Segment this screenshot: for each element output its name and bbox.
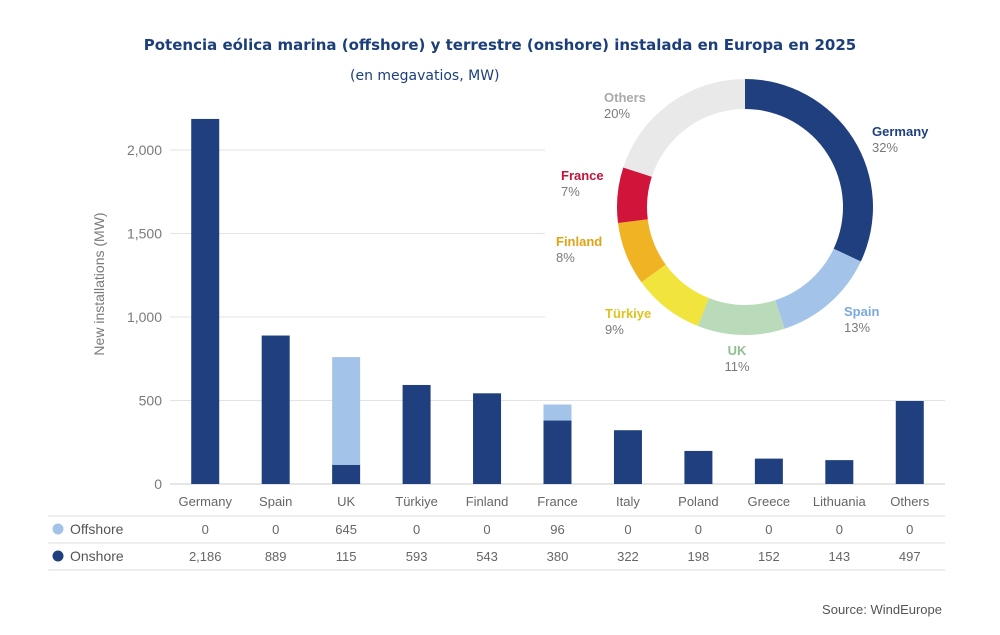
bar-onshore-germany: [191, 118, 220, 485]
legend-swatch-offshore: [52, 523, 64, 535]
x-tick-label: Finland: [466, 494, 509, 509]
bar-onshore-poland: [684, 450, 713, 484]
chart-title: Potencia eólica marina (offshore) y terr…: [143, 36, 857, 54]
table-cell-onshore: 115: [336, 549, 357, 564]
donut-label-türkiye: Türkiye: [605, 306, 651, 321]
bar-onshore-italy: [613, 430, 642, 484]
chart-subtitle: (en megavatios, MW): [350, 68, 500, 84]
table-cell-offshore: 0: [624, 522, 631, 537]
bar-onshore-france: [543, 420, 572, 484]
x-tick-label: Greece: [748, 494, 791, 509]
legend-swatch-onshore: [52, 550, 64, 562]
y-tick-label: 500: [139, 393, 163, 409]
bar-onshore-uk: [332, 464, 361, 484]
legend-label-onshore: Onshore: [70, 548, 124, 564]
table-cell-offshore: 0: [836, 522, 843, 537]
table-cell-onshore: 543: [476, 549, 498, 564]
table-cell-onshore: 152: [758, 549, 780, 564]
table-cell-offshore: 0: [906, 522, 913, 537]
y-tick-label: 1,000: [127, 309, 162, 325]
source-note: Source: WindEurope: [822, 602, 942, 617]
table-cell-offshore: 645: [335, 522, 357, 537]
donut-slice-germany: [745, 79, 873, 262]
x-tick-label: France: [537, 494, 577, 509]
bar-onshore-finland: [473, 393, 502, 484]
donut-pct-finland: 8%: [556, 250, 575, 265]
donut-label-finland: Finland: [556, 234, 602, 249]
table-cell-offshore: 0: [413, 522, 420, 537]
bar-onshore-others: [895, 401, 924, 484]
donut-label-uk: UK: [728, 343, 747, 358]
donut-pct-germany: 32%: [872, 140, 898, 155]
donut-slice-türkiye: [641, 264, 709, 327]
donut-label-france: France: [561, 168, 604, 183]
donut-slice-others: [623, 79, 745, 177]
table-cell-offshore: 0: [272, 522, 279, 537]
y-tick-label: 1,500: [127, 226, 162, 242]
x-tick-label: Spain: [259, 494, 292, 509]
table-cell-offshore: 96: [550, 522, 564, 537]
table-cell-onshore: 380: [547, 549, 569, 564]
donut-pct-france: 7%: [561, 184, 580, 199]
table-cell-offshore: 0: [765, 522, 772, 537]
x-tick-label: Germany: [178, 494, 232, 509]
bar-onshore-spain: [261, 335, 290, 484]
donut-label-spain: Spain: [844, 304, 879, 319]
donut-slice-uk: [697, 298, 785, 335]
x-tick-label: Türkiye: [395, 494, 438, 509]
y-tick-label: 0: [154, 476, 162, 492]
donut-slice-finland: [618, 219, 666, 283]
bar-offshore-uk: [332, 357, 361, 465]
x-tick-label: Italy: [616, 494, 640, 509]
table-cell-onshore: 889: [265, 549, 287, 564]
bar-onshore-türkiye: [402, 384, 431, 484]
bar-onshore-lithuania: [825, 460, 854, 484]
table-cell-offshore: 0: [202, 522, 209, 537]
donut-label-others: Others: [604, 90, 646, 105]
x-tick-label: Poland: [678, 494, 718, 509]
table-cell-onshore: 2,186: [189, 549, 222, 564]
table-cell-onshore: 198: [688, 549, 710, 564]
legend-label-offshore: Offshore: [70, 521, 124, 537]
donut-label-germany: Germany: [872, 124, 929, 139]
donut-slice-france: [617, 167, 652, 224]
bar-onshore-greece: [754, 458, 783, 484]
donut-pct-uk: 11%: [724, 359, 749, 374]
y-tick-label: 2,000: [127, 142, 162, 158]
bar-offshore-france: [543, 404, 572, 421]
table-cell-onshore: 143: [828, 549, 850, 564]
table-cell-offshore: 0: [483, 522, 490, 537]
donut-pct-türkiye: 9%: [605, 322, 624, 337]
table-cell-onshore: 322: [617, 549, 639, 564]
donut-pct-others: 20%: [604, 106, 630, 121]
x-tick-label: Lithuania: [813, 494, 867, 509]
donut-pct-spain: 13%: [844, 320, 870, 335]
y-axis-label: New installations (MW): [91, 212, 107, 355]
x-tick-label: Others: [890, 494, 930, 509]
x-tick-label: UK: [337, 494, 355, 509]
table-cell-onshore: 593: [406, 549, 428, 564]
donut-slice-spain: [775, 248, 861, 329]
table-cell-onshore: 497: [899, 549, 921, 564]
table-cell-offshore: 0: [695, 522, 702, 537]
